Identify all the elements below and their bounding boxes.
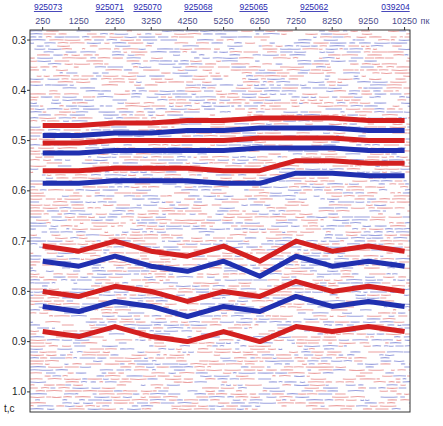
- well-label: 925062: [300, 2, 329, 12]
- texture-blue: [30, 31, 410, 410]
- texture-red: [30, 31, 410, 410]
- well-label: 925071: [95, 2, 124, 12]
- y-axis-label: t,c: [4, 403, 15, 414]
- x-tick: [42, 27, 43, 30]
- y-tick-label: 0.7: [12, 236, 26, 247]
- x-tick-label: 6250: [250, 16, 270, 26]
- horizon: [43, 241, 405, 261]
- y-tick: [27, 140, 30, 141]
- horizon: [43, 327, 405, 342]
- horizon: [43, 118, 405, 126]
- x-axis-label: пк: [421, 16, 430, 26]
- y-tick: [27, 341, 30, 342]
- y-tick-label: 0.5: [12, 135, 26, 146]
- y-tick: [27, 391, 30, 392]
- y-tick-label: 1.0: [12, 386, 26, 397]
- y-tick-label: 0.6: [12, 185, 26, 196]
- x-tick-label: 7250: [286, 16, 306, 26]
- x-tick: [368, 27, 369, 30]
- well-label: 925070: [133, 2, 162, 12]
- x-tick: [115, 27, 116, 30]
- horizon: [43, 173, 405, 183]
- x-tick: [78, 27, 79, 30]
- x-tick: [151, 27, 152, 30]
- horizon: [43, 256, 405, 276]
- x-tick-label: 8250: [322, 16, 342, 26]
- well-label: 925065: [239, 2, 268, 12]
- well-label: 925073: [34, 2, 63, 12]
- section: [30, 31, 410, 410]
- x-tick: [404, 27, 405, 30]
- x-tick-label: 2250: [105, 16, 125, 26]
- x-tick: [296, 27, 297, 30]
- horizon: [43, 148, 405, 153]
- x-tick: [332, 27, 333, 30]
- plot-frame: [30, 30, 410, 412]
- horizon: [43, 296, 405, 316]
- y-tick-label: 0.9: [12, 336, 26, 347]
- seismic-figure: 250 1250 2250 3250 4250 5250 6250 7250 8250 9250 1…: [0, 0, 443, 426]
- y-tick: [27, 90, 30, 91]
- x-tick-label: 5250: [214, 16, 234, 26]
- well-label: 039204: [381, 2, 410, 12]
- x-tick-label: 250: [35, 16, 50, 26]
- y-tick: [27, 40, 30, 41]
- y-tick-label: 0.8: [12, 286, 26, 297]
- horizon: [43, 138, 405, 143]
- y-tick: [27, 241, 30, 242]
- x-tick-label: 9250: [358, 16, 378, 26]
- horizon: [43, 161, 405, 171]
- x-tick: [259, 27, 260, 30]
- y-tick-label: 0.3: [12, 35, 26, 46]
- x-tick-label: 4250: [177, 16, 197, 26]
- horizon: [43, 128, 405, 136]
- x-tick: [187, 27, 188, 30]
- x-tick-label: 1250: [69, 16, 89, 26]
- well-label: 925068: [184, 2, 213, 12]
- y-tick: [27, 190, 30, 191]
- y-tick-label: 0.4: [12, 85, 26, 96]
- y-tick: [27, 291, 30, 292]
- x-tick: [223, 27, 224, 30]
- x-tick-label: 3250: [141, 16, 161, 26]
- horizon: [43, 281, 405, 301]
- x-tick-label: 10250: [392, 16, 417, 26]
